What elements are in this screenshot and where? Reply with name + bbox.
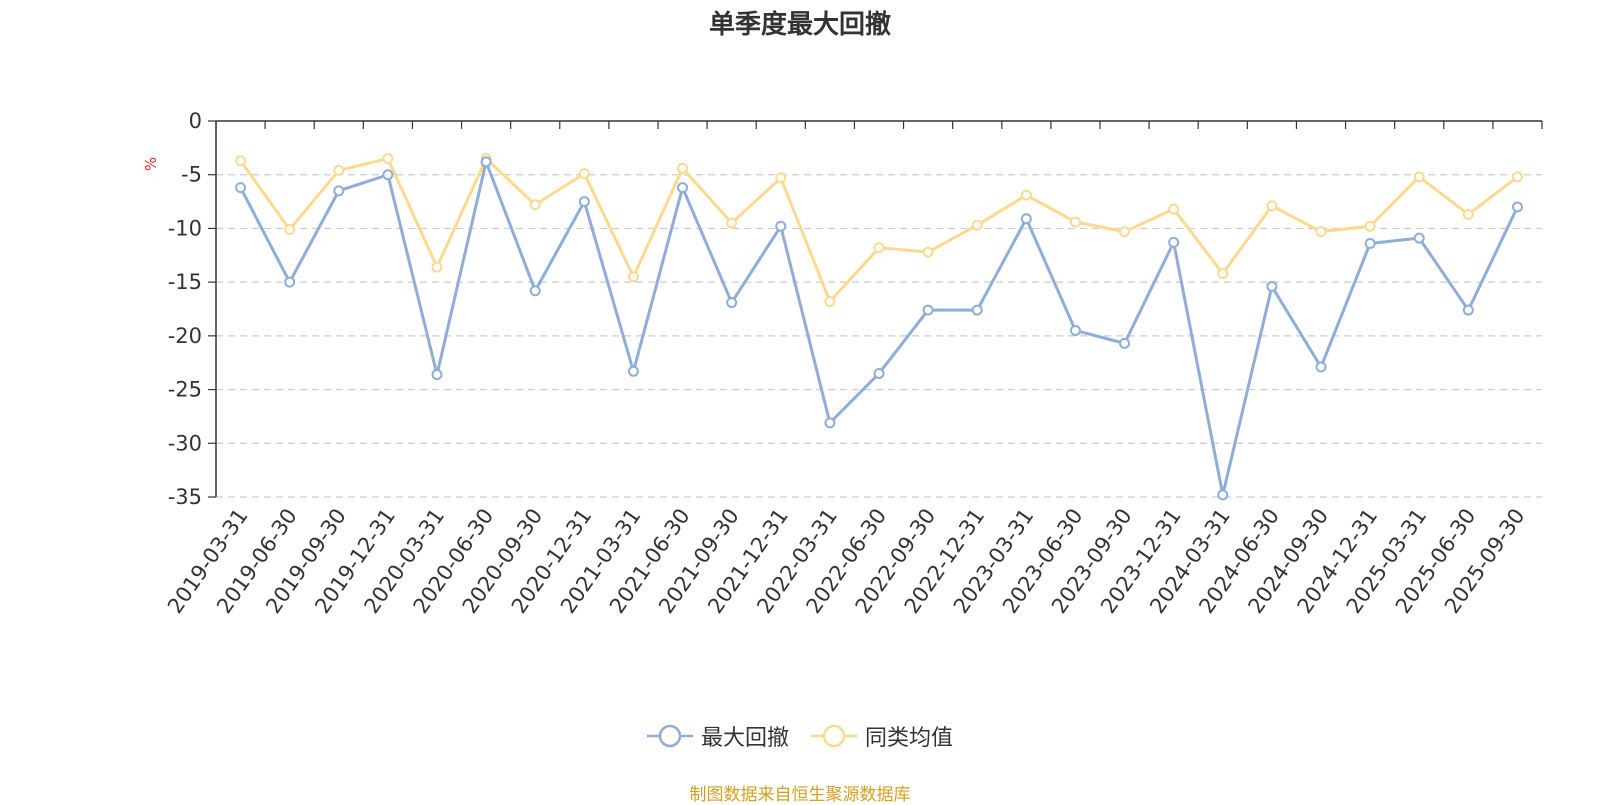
y-tick-label: -35 <box>168 485 202 509</box>
legend-item-series-1[interactable]: 最大回撤 <box>646 720 789 752</box>
data-point-series-2[interactable] <box>235 155 247 167</box>
data-point-series-1[interactable] <box>1364 237 1376 249</box>
legend-label-series-1: 最大回撤 <box>700 726 789 751</box>
data-point-series-1[interactable] <box>382 169 394 181</box>
data-point-series-2[interactable] <box>1315 226 1327 238</box>
y-tick-label: -25 <box>168 378 202 402</box>
data-point-series-2[interactable] <box>971 219 983 231</box>
legend: 最大回撤 同类均值 <box>0 720 1600 752</box>
y-axis-label: % <box>142 157 160 171</box>
legend-item-series-2[interactable]: 同类均值 <box>811 720 953 752</box>
data-point-series-2[interactable] <box>333 164 345 176</box>
data-point-series-2[interactable] <box>382 153 394 165</box>
series-lines <box>235 153 1523 501</box>
chart-title: 单季度最大回撤 <box>708 10 891 40</box>
y-tick-label: -15 <box>168 270 202 294</box>
data-point-series-1[interactable] <box>284 276 296 288</box>
data-point-series-2[interactable] <box>431 261 443 273</box>
data-point-series-2[interactable] <box>1266 200 1278 212</box>
data-point-series-1[interactable] <box>1119 337 1131 349</box>
data-point-series-1[interactable] <box>627 365 639 377</box>
data-point-series-2[interactable] <box>578 168 590 180</box>
data-point-series-1[interactable] <box>1315 361 1327 373</box>
data-point-series-1[interactable] <box>1217 489 1229 501</box>
data-point-series-2[interactable] <box>1511 171 1523 183</box>
data-point-series-2[interactable] <box>529 199 541 211</box>
data-point-series-2[interactable] <box>1364 220 1376 232</box>
data-point-series-2[interactable] <box>873 242 885 254</box>
data-point-series-1[interactable] <box>578 196 590 208</box>
data-point-series-1[interactable] <box>726 297 738 309</box>
y-tick-label: -30 <box>168 431 202 455</box>
data-point-series-2[interactable] <box>824 295 836 307</box>
series-line-1 <box>239 160 1519 497</box>
data-point-series-1[interactable] <box>480 156 492 168</box>
data-point-series-1[interactable] <box>1462 304 1474 316</box>
data-point-series-1[interactable] <box>677 182 689 194</box>
data-point-series-2[interactable] <box>1069 216 1081 228</box>
data-point-series-2[interactable] <box>1462 208 1474 220</box>
data-point-series-2[interactable] <box>1020 189 1032 201</box>
data-point-series-1[interactable] <box>1266 280 1278 292</box>
source-note: 制图数据来自恒生聚源数据库 <box>689 785 911 805</box>
axes <box>208 120 1543 498</box>
y-tick-label: 0 <box>189 109 202 133</box>
y-tick-label: -5 <box>181 163 202 187</box>
legend-label-series-2: 同类均值 <box>865 726 954 751</box>
data-point-series-1[interactable] <box>824 417 836 429</box>
data-point-series-2[interactable] <box>284 224 296 236</box>
y-tick-label: -10 <box>168 216 202 240</box>
data-point-series-1[interactable] <box>1069 324 1081 336</box>
data-point-series-2[interactable] <box>775 172 787 184</box>
data-point-series-2[interactable] <box>627 271 639 283</box>
data-point-series-1[interactable] <box>1413 232 1425 244</box>
data-point-series-1[interactable] <box>235 182 247 194</box>
data-point-series-1[interactable] <box>971 304 983 316</box>
data-point-series-1[interactable] <box>775 220 787 232</box>
legend-line-circle-icon <box>646 724 693 748</box>
data-point-series-1[interactable] <box>1511 201 1523 213</box>
data-point-series-2[interactable] <box>1217 268 1229 280</box>
data-point-series-1[interactable] <box>922 304 934 316</box>
data-point-series-2[interactable] <box>677 162 689 174</box>
grid-lines <box>216 174 1542 498</box>
data-point-series-2[interactable] <box>726 217 738 229</box>
data-point-series-2[interactable] <box>1168 203 1180 215</box>
data-point-series-2[interactable] <box>1413 171 1425 183</box>
data-point-series-1[interactable] <box>1020 213 1032 225</box>
data-point-series-2[interactable] <box>1119 226 1131 238</box>
legend-line-circle-icon <box>811 724 857 748</box>
data-point-series-2[interactable] <box>922 246 934 258</box>
data-point-series-1[interactable] <box>873 367 885 379</box>
data-point-series-1[interactable] <box>431 369 443 381</box>
data-point-series-1[interactable] <box>529 285 541 297</box>
y-tick-label: -20 <box>168 324 202 348</box>
data-point-series-1[interactable] <box>333 185 345 197</box>
data-point-series-1[interactable] <box>1168 236 1180 248</box>
